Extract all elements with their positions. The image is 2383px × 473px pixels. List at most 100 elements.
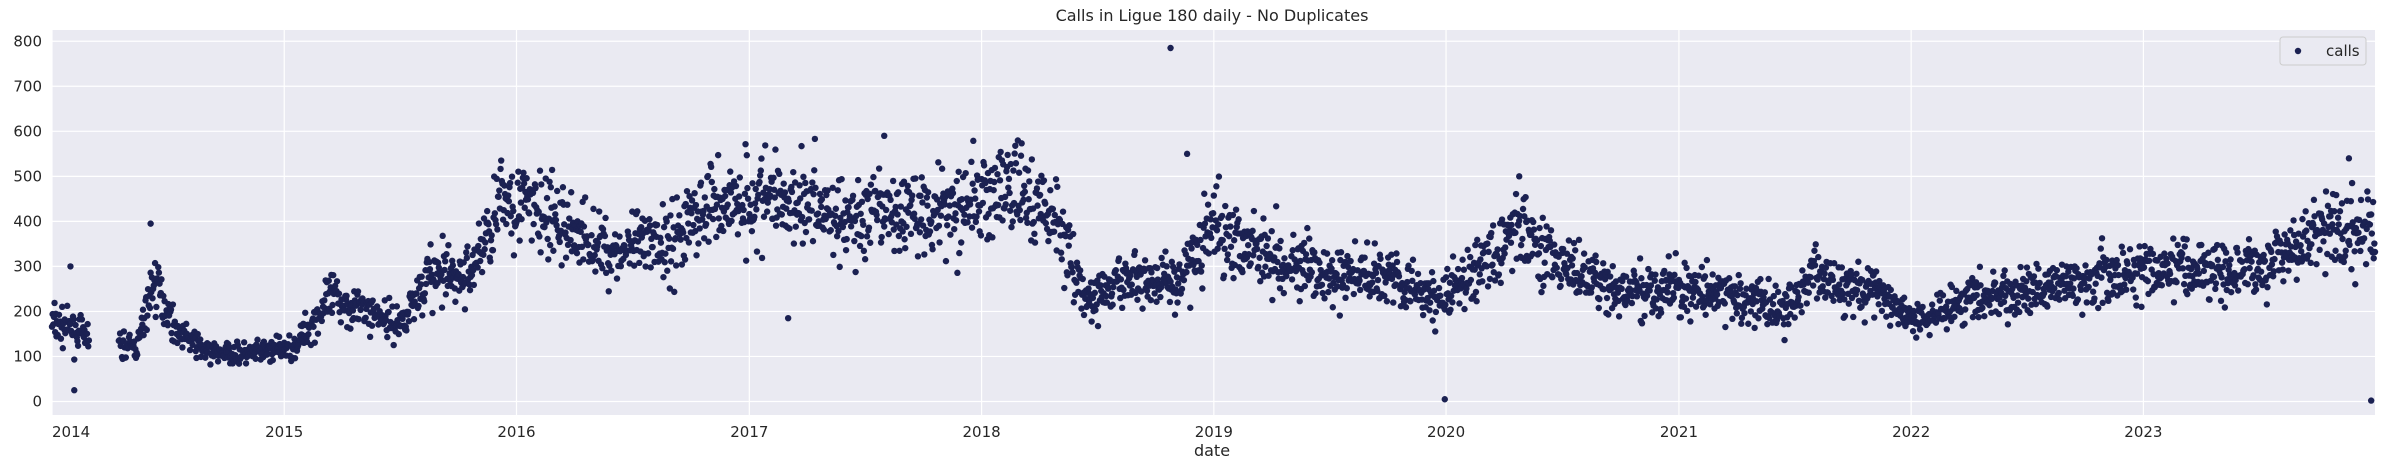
data-point xyxy=(2264,283,2271,291)
data-point xyxy=(1393,258,1401,266)
data-point xyxy=(343,292,350,300)
data-point xyxy=(2355,216,2363,224)
data-point xyxy=(1318,281,1326,288)
data-point xyxy=(545,256,552,263)
data-point xyxy=(1356,286,1364,294)
data-point xyxy=(484,207,491,215)
data-point xyxy=(902,244,909,252)
data-point xyxy=(581,194,589,201)
data-point xyxy=(952,210,959,217)
data-point xyxy=(1070,230,1077,238)
data-point xyxy=(809,237,817,245)
data-point xyxy=(942,257,950,265)
data-point xyxy=(1464,246,1471,254)
data-point xyxy=(1878,307,1886,315)
data-point xyxy=(885,230,892,238)
data-point xyxy=(2347,197,2355,205)
data-point xyxy=(1879,282,1887,289)
data-point xyxy=(1296,298,1303,305)
data-point xyxy=(851,217,859,225)
data-point xyxy=(2007,280,2014,288)
data-point xyxy=(2074,296,2082,303)
data-point xyxy=(1112,267,1120,274)
data-point xyxy=(57,335,65,342)
data-point xyxy=(783,205,790,212)
data-point xyxy=(1603,294,1611,302)
data-point xyxy=(1799,267,1806,274)
data-point xyxy=(438,271,445,278)
data-point xyxy=(1148,269,1155,276)
x-axis-ticks: 2014 2015 2016 2017 2018 2019 2020 2021 2022 2023 xyxy=(52,423,2162,441)
data-point xyxy=(1951,313,1958,320)
data-point xyxy=(1521,213,1528,220)
data-point xyxy=(2198,241,2205,249)
data-point xyxy=(958,196,966,203)
data-point xyxy=(709,215,717,223)
data-point xyxy=(1858,276,1866,284)
data-point xyxy=(690,221,697,229)
data-point xyxy=(1473,298,1480,305)
data-point xyxy=(2360,235,2368,242)
data-point xyxy=(2248,258,2255,265)
data-point xyxy=(971,187,978,194)
data-point xyxy=(1429,317,1436,324)
data-point xyxy=(552,216,560,224)
data-point xyxy=(2338,200,2346,207)
data-point xyxy=(2170,235,2177,242)
data-point xyxy=(921,251,928,258)
data-point xyxy=(673,194,681,201)
data-point xyxy=(990,186,997,194)
data-point xyxy=(688,210,695,217)
data-point xyxy=(849,192,857,200)
data-point xyxy=(311,339,318,346)
data-point xyxy=(1128,281,1135,288)
data-point xyxy=(1600,286,1608,293)
data-point xyxy=(667,258,675,265)
data-point xyxy=(1366,293,1373,300)
data-point xyxy=(2302,208,2309,215)
data-point xyxy=(2144,277,2152,285)
data-point xyxy=(1815,253,1822,261)
data-point xyxy=(2113,256,2120,264)
data-point xyxy=(120,328,128,335)
data-point xyxy=(1250,207,1258,215)
data-point xyxy=(882,206,890,214)
data-point xyxy=(74,337,81,345)
data-point xyxy=(1813,295,1821,302)
data-point xyxy=(980,162,988,169)
y-tick-label: 700 xyxy=(13,77,42,95)
data-point xyxy=(197,336,204,343)
data-point xyxy=(781,189,789,196)
data-point xyxy=(1289,247,1296,254)
data-point xyxy=(1120,286,1127,294)
data-point xyxy=(1441,306,1448,313)
data-point xyxy=(1047,187,1054,194)
data-point xyxy=(536,167,544,174)
data-point xyxy=(1118,304,1126,312)
data-point xyxy=(329,301,336,309)
data-point xyxy=(2227,256,2234,263)
data-point xyxy=(977,232,985,239)
data-point xyxy=(1508,221,1515,229)
data-point xyxy=(1174,280,1182,287)
data-point xyxy=(1059,208,1067,215)
data-point xyxy=(2166,270,2174,278)
data-point xyxy=(394,316,401,324)
data-point xyxy=(1969,313,1977,321)
data-point xyxy=(439,232,446,240)
data-point xyxy=(608,267,615,274)
data-point xyxy=(816,190,824,198)
data-point xyxy=(1760,294,1767,301)
data-point xyxy=(1094,277,1101,284)
data-point xyxy=(532,184,539,192)
data-point xyxy=(1260,215,1267,222)
data-point xyxy=(824,187,831,194)
data-point xyxy=(1652,271,1659,278)
data-point xyxy=(1961,320,1968,328)
data-point xyxy=(550,247,557,254)
data-point xyxy=(2336,208,2344,215)
data-point xyxy=(544,235,551,243)
data-point xyxy=(1334,283,1341,290)
data-point xyxy=(838,175,845,183)
data-point xyxy=(2279,266,2286,273)
